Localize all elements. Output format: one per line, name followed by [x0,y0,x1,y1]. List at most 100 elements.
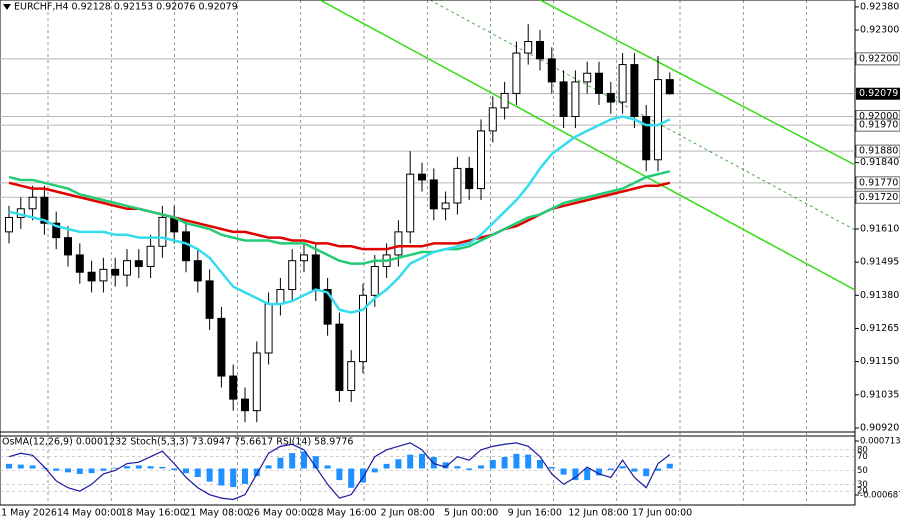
stoch-line [8,442,671,501]
last-price-label: 0.92079 [859,88,898,99]
indicator-title: OsMA(12,26,9) 0.0001232 Stoch(5,3,3) 73.… [2,437,353,448]
x-tick-label: 18 May 16:00 [121,508,186,519]
y-tick-label: 0.91610 [860,223,899,234]
candle-body [205,280,214,319]
candle-body [606,92,615,103]
osma-bar [242,468,248,484]
candle-body [370,265,379,296]
osma-bar [466,468,473,471]
osma-bar [183,468,189,474]
candle-body [559,81,568,118]
stoch-tick-label: 30 [857,480,868,490]
candle-body [241,398,249,412]
grid [0,0,855,505]
candle-body [158,216,167,247]
candle-body [217,317,226,377]
osma-bar [6,463,12,469]
candle-body [536,41,544,60]
moving-average [8,181,671,251]
osma-bar [655,468,661,471]
stoch-tick-label: 80 [857,445,868,455]
candle-body [264,303,273,354]
osma-bar [53,468,60,471]
osma-bar [489,460,496,469]
trend-line [429,0,856,231]
candle-body [595,72,603,94]
osma-bar [230,468,237,488]
candle-body [182,231,190,262]
chart-title: EURCHF,H4 0.92128 0.92153 0.92076 0.9207… [14,2,238,13]
level-box [855,52,900,66]
osma-bar [135,465,142,469]
candle-body [642,116,651,161]
candle-body [229,375,238,400]
candle-body [5,216,13,233]
osma-bar [159,466,166,469]
osma-bar [112,467,119,469]
y-tick-label: 0.91150 [860,356,899,367]
candle-body [500,92,509,109]
stoch-tick-label: 50 [857,466,868,476]
osma-bar [147,466,154,469]
osma-bar [336,468,343,481]
candle-body [87,271,96,282]
candle-body [571,81,580,118]
candle-body [547,58,556,83]
osma-bar [301,451,307,469]
level-label: 0.91720 [859,192,898,203]
candle-body [311,254,320,291]
osma-bar [29,465,36,469]
level-label: 0.92200 [859,53,898,64]
x-tick-label: 28 May 16:00 [311,508,376,519]
level-label: 0.92000 [859,111,898,122]
candle-body [335,323,344,391]
candle-body [441,202,450,210]
candle-body [288,260,297,291]
level-box [855,176,900,190]
candle-body [193,260,202,282]
osma-bar [371,468,378,473]
y-tick-label: 0.90920 [860,422,899,433]
candle-body [75,254,84,273]
osma-bar [596,468,602,476]
osma-bar [548,466,555,469]
level-label: 0.91970 [859,120,898,131]
y-tick-label: 0.92300 [860,24,899,35]
osma-bar [324,465,331,469]
osma-bar [124,466,130,469]
candle-body [52,222,61,239]
y-tick-label: 0.91265 [860,323,899,334]
candle-body [252,352,261,412]
last-price-box [856,87,900,100]
y-tick-label: 0.92380 [860,1,899,12]
candle-body [429,179,438,210]
osma-bar [194,468,201,477]
stoch-tick-label: 70 [857,452,868,462]
candle-body [134,260,143,267]
candle-body [146,245,155,267]
level-box [855,144,900,158]
osma-bar [100,468,107,471]
osma-bar [407,454,414,469]
osma-bar [17,464,24,469]
x-tick-label: 26 May 00:00 [248,508,313,519]
trend-line [539,0,856,166]
candle-body [300,254,308,262]
osma-bar [348,468,355,488]
candle-body [418,173,426,181]
menu-arrow[interactable] [3,4,11,10]
osma-bar [277,457,284,469]
osma-bar [65,468,71,473]
osma-bar [265,465,272,469]
level-box [855,118,900,132]
candle-body [654,79,662,161]
candle-body [524,41,533,54]
osma-tick-label: -0.000687 [860,491,900,501]
candle-body [453,167,462,204]
candle-body [394,231,403,256]
level-label: 0.91880 [859,146,898,157]
candle-body [276,289,285,305]
osma-bar [478,465,484,469]
x-tick-label: 11 May 2026 [0,508,57,519]
osma-bar [666,463,673,469]
